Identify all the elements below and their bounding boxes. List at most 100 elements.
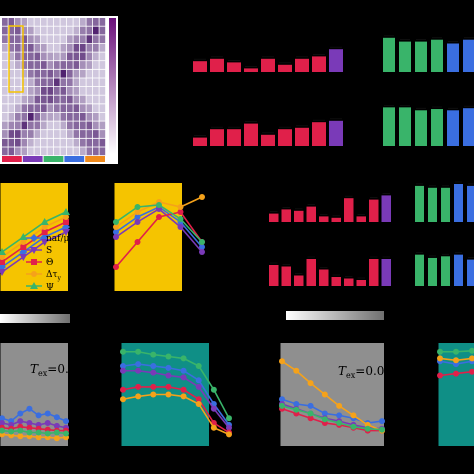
heatmap-cell	[47, 69, 54, 78]
heatmap-cell	[34, 104, 41, 113]
heatmap-cell	[60, 26, 67, 35]
heatmap-cell	[93, 78, 99, 87]
bar	[344, 278, 354, 286]
heatmap-group-strip	[85, 156, 105, 162]
marker-circle	[307, 402, 314, 409]
heatmap-cell	[80, 78, 86, 87]
bar	[210, 58, 224, 72]
heatmap-cell	[93, 69, 99, 78]
heatmap-cell	[99, 35, 106, 44]
heatmap-cell	[73, 43, 80, 52]
heatmap-cell	[41, 87, 47, 95]
heatmap-cell	[54, 69, 60, 78]
bar	[447, 43, 459, 72]
heatmap-cell	[73, 104, 80, 113]
marker-circle	[195, 363, 202, 369]
heatmap-cell	[80, 69, 86, 78]
bar	[441, 187, 450, 222]
annotation-tex-030-sub: ex	[38, 369, 48, 378]
marker-circle	[44, 420, 51, 426]
heatmap-cell	[8, 112, 15, 121]
heatmap-cell	[8, 121, 15, 130]
bar	[278, 64, 292, 72]
marker-circle	[437, 348, 443, 355]
bar	[281, 209, 291, 222]
heatmap-cell	[86, 61, 93, 69]
bar	[381, 259, 391, 286]
marker-circle	[150, 369, 157, 376]
heatmap-cell	[8, 87, 15, 95]
heatmap-cell	[60, 104, 67, 113]
marker-circle	[469, 347, 474, 354]
marker-circle	[44, 430, 51, 437]
heatmap-panel	[0, 16, 118, 164]
heatmap-cell	[41, 121, 47, 130]
legend-dtau: Δτy	[46, 270, 61, 282]
heatmap-cell	[21, 69, 28, 78]
marker-circle	[180, 367, 187, 374]
heatmap-cell	[93, 147, 99, 156]
marker-circle	[0, 427, 5, 434]
marker-triangle-down	[0, 269, 6, 276]
marker-triangle-up	[0, 248, 6, 255]
marker-circle	[199, 194, 205, 200]
bar	[356, 216, 366, 222]
heatmap-cell	[21, 43, 28, 52]
marker-circle	[165, 353, 172, 360]
heatmap-cell	[67, 112, 73, 121]
heatmap-cell	[99, 112, 106, 121]
marker-circle	[195, 383, 202, 390]
marker-circle	[199, 239, 205, 245]
heatmap-cell	[93, 26, 99, 35]
heatmap-cell	[21, 61, 28, 69]
heatmap-cell	[67, 43, 73, 52]
heatmap-cell	[54, 138, 60, 147]
heatmap-cell	[54, 104, 60, 113]
heatmap-cell	[73, 61, 80, 69]
heatmap-cell	[41, 147, 47, 156]
marker-circle	[293, 406, 300, 413]
marker-circle	[113, 224, 119, 230]
marker-circle	[150, 363, 157, 369]
heatmap-cell	[8, 130, 15, 138]
heatmap-cell	[67, 69, 73, 78]
bar	[278, 129, 292, 146]
heatmap-cell	[8, 69, 15, 78]
heatmap-cell	[34, 78, 41, 87]
heatmap-cell	[86, 138, 93, 147]
heatmap-cell	[67, 104, 73, 113]
heatmap-cell	[47, 26, 54, 35]
marker-circle	[307, 380, 314, 387]
marker-circle	[26, 405, 33, 412]
heatmap-cell	[60, 121, 67, 130]
bar	[467, 259, 474, 286]
marker-circle	[210, 386, 217, 393]
heatmap-cell	[54, 78, 60, 87]
marker-circle	[336, 412, 343, 419]
heatmap-cell	[28, 95, 34, 104]
heatmap-cell	[80, 43, 86, 52]
heatmap-cell	[99, 18, 106, 26]
bar	[261, 134, 275, 146]
heatmap-cell	[60, 138, 67, 147]
marker-circle	[134, 219, 141, 225]
legend-S: S	[46, 246, 52, 256]
heatmap-cell	[47, 147, 54, 156]
marker-circle	[63, 418, 69, 425]
heatmap-cell	[54, 95, 60, 104]
heatmap-cell	[28, 121, 34, 130]
marker-circle	[195, 396, 202, 403]
marker-circle	[120, 396, 126, 403]
heatmap-cell	[2, 121, 8, 130]
marker-circle	[321, 416, 328, 423]
heatmap-cell	[67, 52, 73, 61]
heatmap-cell	[15, 138, 21, 147]
marker-triangle-down	[19, 254, 28, 261]
heatmap-cell	[86, 112, 93, 121]
marker-circle	[177, 216, 184, 222]
heatmap-cell	[67, 78, 73, 87]
heatmap-cell	[99, 95, 106, 104]
marker-circle	[150, 351, 157, 358]
bar	[431, 109, 443, 146]
heatmap-cell	[47, 95, 54, 104]
